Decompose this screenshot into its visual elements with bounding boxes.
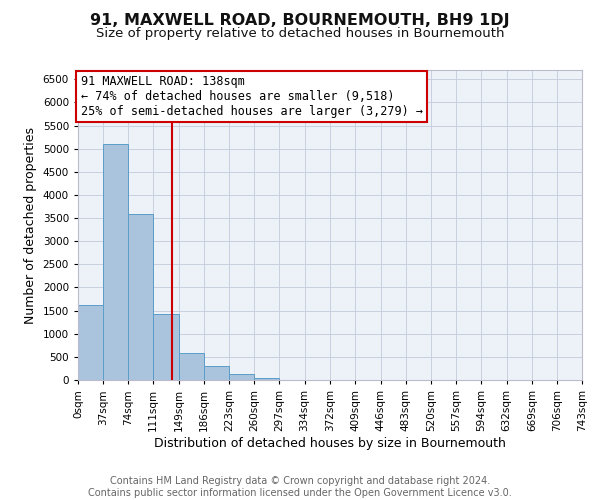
Text: 91 MAXWELL ROAD: 138sqm
← 74% of detached houses are smaller (9,518)
25% of semi: 91 MAXWELL ROAD: 138sqm ← 74% of detache… (80, 74, 422, 118)
Bar (153, 314, 179, 380)
Bar (229, 374, 254, 380)
Bar (78, 304, 103, 380)
Bar (128, 214, 153, 380)
Text: Size of property relative to detached houses in Bournemouth: Size of property relative to detached ho… (96, 28, 504, 40)
Text: 91, MAXWELL ROAD, BOURNEMOUTH, BH9 1DJ: 91, MAXWELL ROAD, BOURNEMOUTH, BH9 1DJ (90, 12, 510, 28)
X-axis label: Distribution of detached houses by size in Bournemouth: Distribution of detached houses by size … (154, 436, 506, 450)
Y-axis label: Number of detached properties: Number of detached properties (24, 126, 37, 324)
Bar (204, 366, 229, 380)
Bar (254, 378, 280, 380)
Bar (179, 353, 204, 380)
Bar (103, 144, 128, 380)
Text: Contains HM Land Registry data © Crown copyright and database right 2024.
Contai: Contains HM Land Registry data © Crown c… (88, 476, 512, 498)
